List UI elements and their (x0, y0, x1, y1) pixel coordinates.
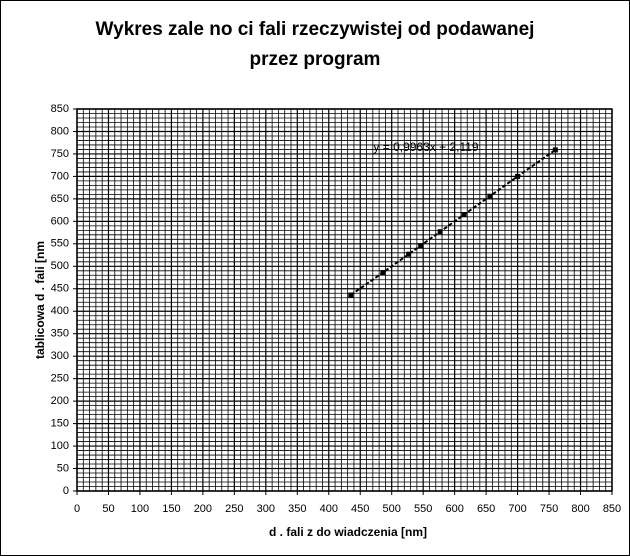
data-point (406, 251, 412, 257)
y-tick-label: 200 (51, 395, 69, 407)
data-point (380, 270, 386, 276)
x-tick-label: 250 (225, 503, 243, 515)
y-tick-label: 500 (51, 260, 69, 272)
data-point (461, 212, 467, 218)
y-tick-label: 800 (51, 125, 69, 137)
trend-equation: y = 0,9963x + 2,119 (373, 140, 479, 154)
x-tick-label: 650 (477, 503, 495, 515)
y-tick-label: 0 (63, 485, 69, 497)
y-tick-label: 400 (51, 305, 69, 317)
y-tick-label: 450 (51, 283, 69, 295)
x-tick-label: 0 (74, 503, 80, 515)
x-tick-label: 800 (571, 503, 589, 515)
data-point (552, 147, 558, 153)
y-tick-label: 600 (51, 215, 69, 227)
data-point (437, 229, 443, 235)
y-tick-label: 100 (51, 440, 69, 452)
y-tick-label: 150 (51, 417, 69, 429)
x-tick-label: 550 (414, 503, 432, 515)
y-tick-label: 300 (51, 350, 69, 362)
x-tick-label: 700 (508, 503, 526, 515)
x-tick-label: 150 (162, 503, 180, 515)
x-tick-label: 350 (288, 503, 306, 515)
data-point (515, 173, 521, 179)
data-point (348, 292, 354, 298)
y-axis-title: tablicowa d . fali [nm (33, 241, 47, 359)
x-tick-label: 850 (603, 503, 621, 515)
y-tick-label: 350 (51, 328, 69, 340)
data-point (418, 243, 424, 249)
x-axis-title: d . fali z do wiadczenia [nm] (269, 525, 427, 539)
chart-title: Wykres zale no ci fali rzeczywistej od p… (96, 19, 535, 70)
x-tick-label: 750 (540, 503, 558, 515)
y-tick-label: 750 (51, 148, 69, 160)
x-tick-label: 200 (194, 503, 212, 515)
y-tick-label: 850 (51, 103, 69, 115)
x-tick-label: 600 (445, 503, 463, 515)
y-tick-label: 550 (51, 238, 69, 250)
x-tick-label: 450 (351, 503, 369, 515)
x-tick-label: 400 (320, 503, 338, 515)
plot-border (76, 108, 613, 492)
data-point (487, 193, 493, 199)
x-tick-label: 100 (131, 503, 149, 515)
y-tick-label: 650 (51, 193, 69, 205)
y-tick-label: 700 (51, 170, 69, 182)
x-tick-label: 300 (257, 503, 275, 515)
x-tick-label: 500 (383, 503, 401, 515)
x-tick-label: 50 (102, 503, 114, 515)
y-tick-label: 50 (57, 462, 69, 474)
y-tick-label: 250 (51, 373, 69, 385)
